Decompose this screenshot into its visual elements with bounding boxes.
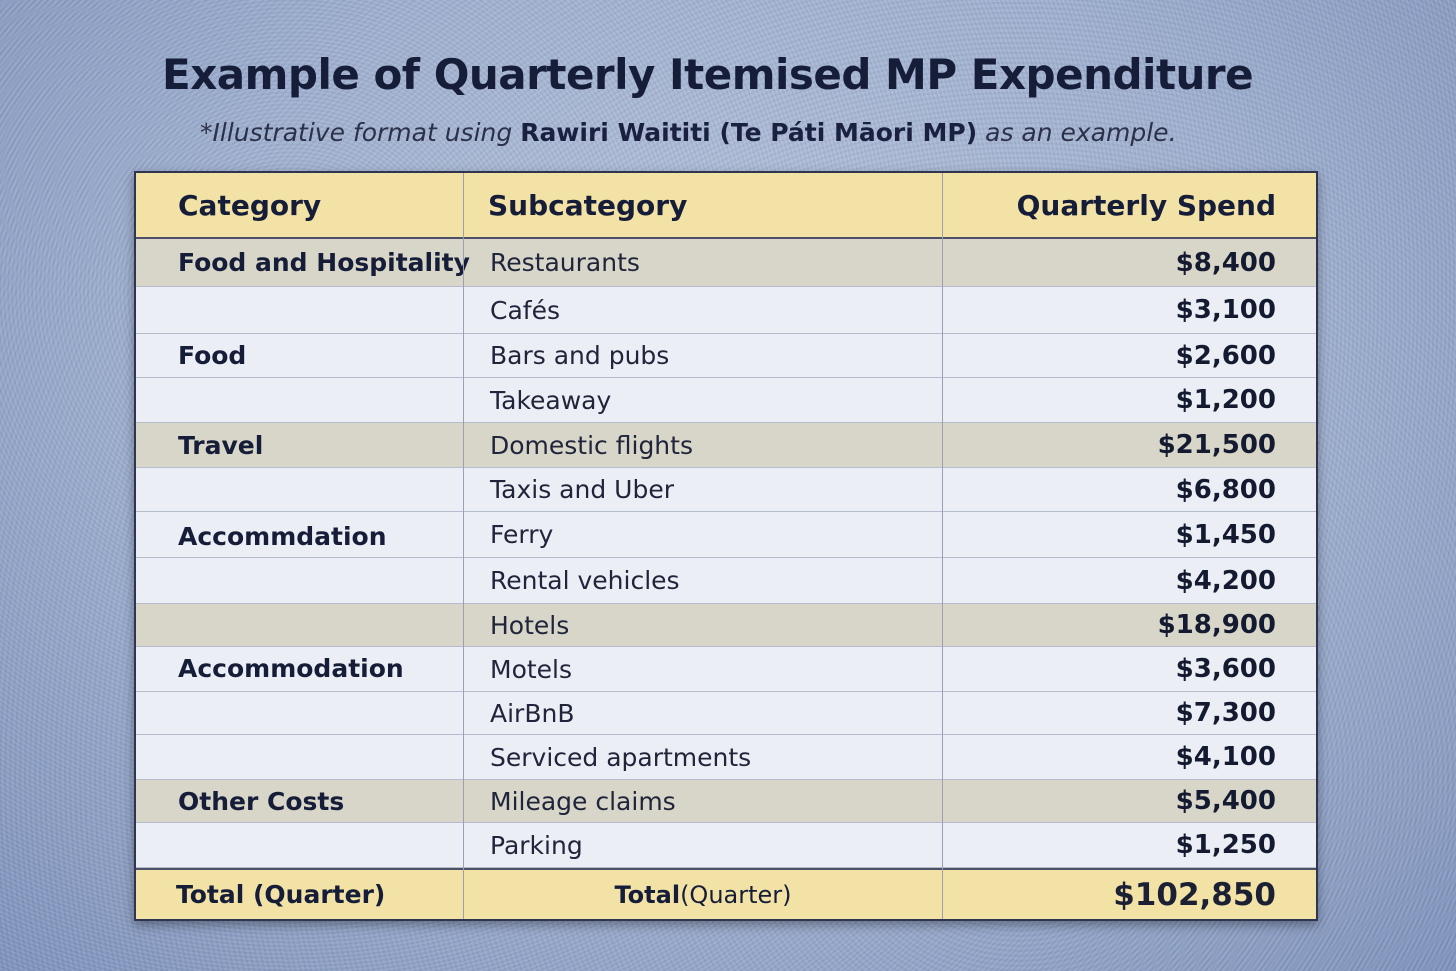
table-row: Cafés $3,100 [136, 287, 1316, 334]
subcategory-cell: Bars and pubs [490, 341, 670, 370]
table-row: Rental vehicles $4,200 [136, 558, 1316, 604]
header-subcategory: Subcategory [488, 188, 688, 222]
category-food-hospitality: Food and Hospitality [178, 248, 470, 277]
amount-cell: $18,900 [1157, 610, 1276, 640]
subcategory-cell: Motels [490, 654, 573, 684]
table-row: Ferry $1,450 [136, 512, 1316, 558]
table-row: Food and Hospitality Restaurants $8,400 [136, 239, 1316, 287]
amount-cell: $4,200 [1175, 565, 1276, 596]
amount-cell: $6,800 [1175, 474, 1276, 505]
table-row: Other Costs Mileage claims $5,400 [136, 780, 1316, 823]
table-row: Travel Domestic flights $21,500 [136, 423, 1316, 468]
subtitle-prefix: *Illustrative format using [200, 118, 521, 147]
amount-cell: $4,100 [1175, 742, 1276, 772]
subcategory-cell: Mileage claims [490, 786, 676, 816]
subcategory-cell: AirBnB [490, 698, 575, 728]
subcategory-cell: Restaurants [490, 248, 640, 277]
amount-cell: $2,600 [1175, 340, 1276, 371]
category-other-costs: Other Costs [178, 786, 345, 816]
category-accommodation: Accommodation [178, 653, 404, 683]
amount-cell: $8,400 [1175, 247, 1276, 278]
amount-cell: $3,600 [1175, 654, 1276, 684]
subcategory-cell: Takeaway [490, 385, 612, 415]
table-row: Taxis and Uber $6,800 [136, 468, 1316, 512]
amount-cell: $7,300 [1175, 698, 1276, 728]
subcategory-cell: Rental vehicles [490, 566, 680, 595]
total-center-bold: Total [614, 880, 681, 909]
total-center-label: Total (Quarter) [464, 870, 942, 919]
subcategory-cell: Taxis and Uber [490, 475, 674, 504]
category-accommdation: Accommdation [178, 521, 387, 551]
table-row: Motels $3,600 [136, 647, 1316, 692]
subcategory-cell: Serviced apartments [490, 742, 752, 772]
header-category: Category [178, 188, 322, 222]
subcategory-cell: Domestic flights [490, 430, 693, 460]
table-row: Parking $1,250 [136, 823, 1316, 868]
column-divider [942, 173, 943, 919]
expenditure-table: Category Subcategory Quarterly Spend Foo… [134, 171, 1318, 921]
total-center-rest: (Quarter) [680, 880, 792, 909]
amount-cell: $21,500 [1157, 430, 1276, 460]
table-row: Serviced apartments $4,100 [136, 735, 1316, 780]
subcategory-cell: Cafés [490, 295, 560, 325]
page-subtitle: *Illustrative format using Rawiri Waitit… [200, 118, 1177, 147]
column-divider [463, 173, 464, 919]
category-travel: Travel [178, 430, 264, 460]
category-food: Food [178, 340, 247, 370]
subcategory-cell: Ferry [490, 520, 554, 549]
table-row: AirBnB $7,300 [136, 692, 1316, 735]
amount-cell: $1,200 [1175, 385, 1276, 415]
subcategory-cell: Hotels [490, 610, 570, 640]
amount-cell: $1,450 [1175, 519, 1276, 550]
page-title: Example of Quarterly Itemised MP Expendi… [162, 50, 1254, 99]
table-total-row: Total (Quarter) Total (Quarter) $102,850 [136, 868, 1316, 919]
table-header-row: Category Subcategory Quarterly Spend [136, 173, 1316, 239]
subcategory-cell: Parking [490, 830, 583, 860]
subtitle-suffix: as an example. [977, 118, 1177, 147]
header-quarterly-spend: Quarterly Spend [1016, 188, 1276, 222]
total-label: Total (Quarter) [176, 880, 386, 909]
amount-cell: $3,100 [1175, 295, 1276, 325]
subtitle-mp-name: Rawiri Waititi (Te Páti Māori MP) [520, 118, 978, 147]
table-row: Takeaway $1,200 [136, 378, 1316, 423]
amount-cell: $1,250 [1175, 830, 1276, 860]
amount-cell: $5,400 [1175, 786, 1276, 816]
table-row: Bars and pubs $2,600 [136, 334, 1316, 378]
total-amount: $102,850 [1113, 876, 1276, 913]
table-row: Hotels $18,900 [136, 604, 1316, 647]
